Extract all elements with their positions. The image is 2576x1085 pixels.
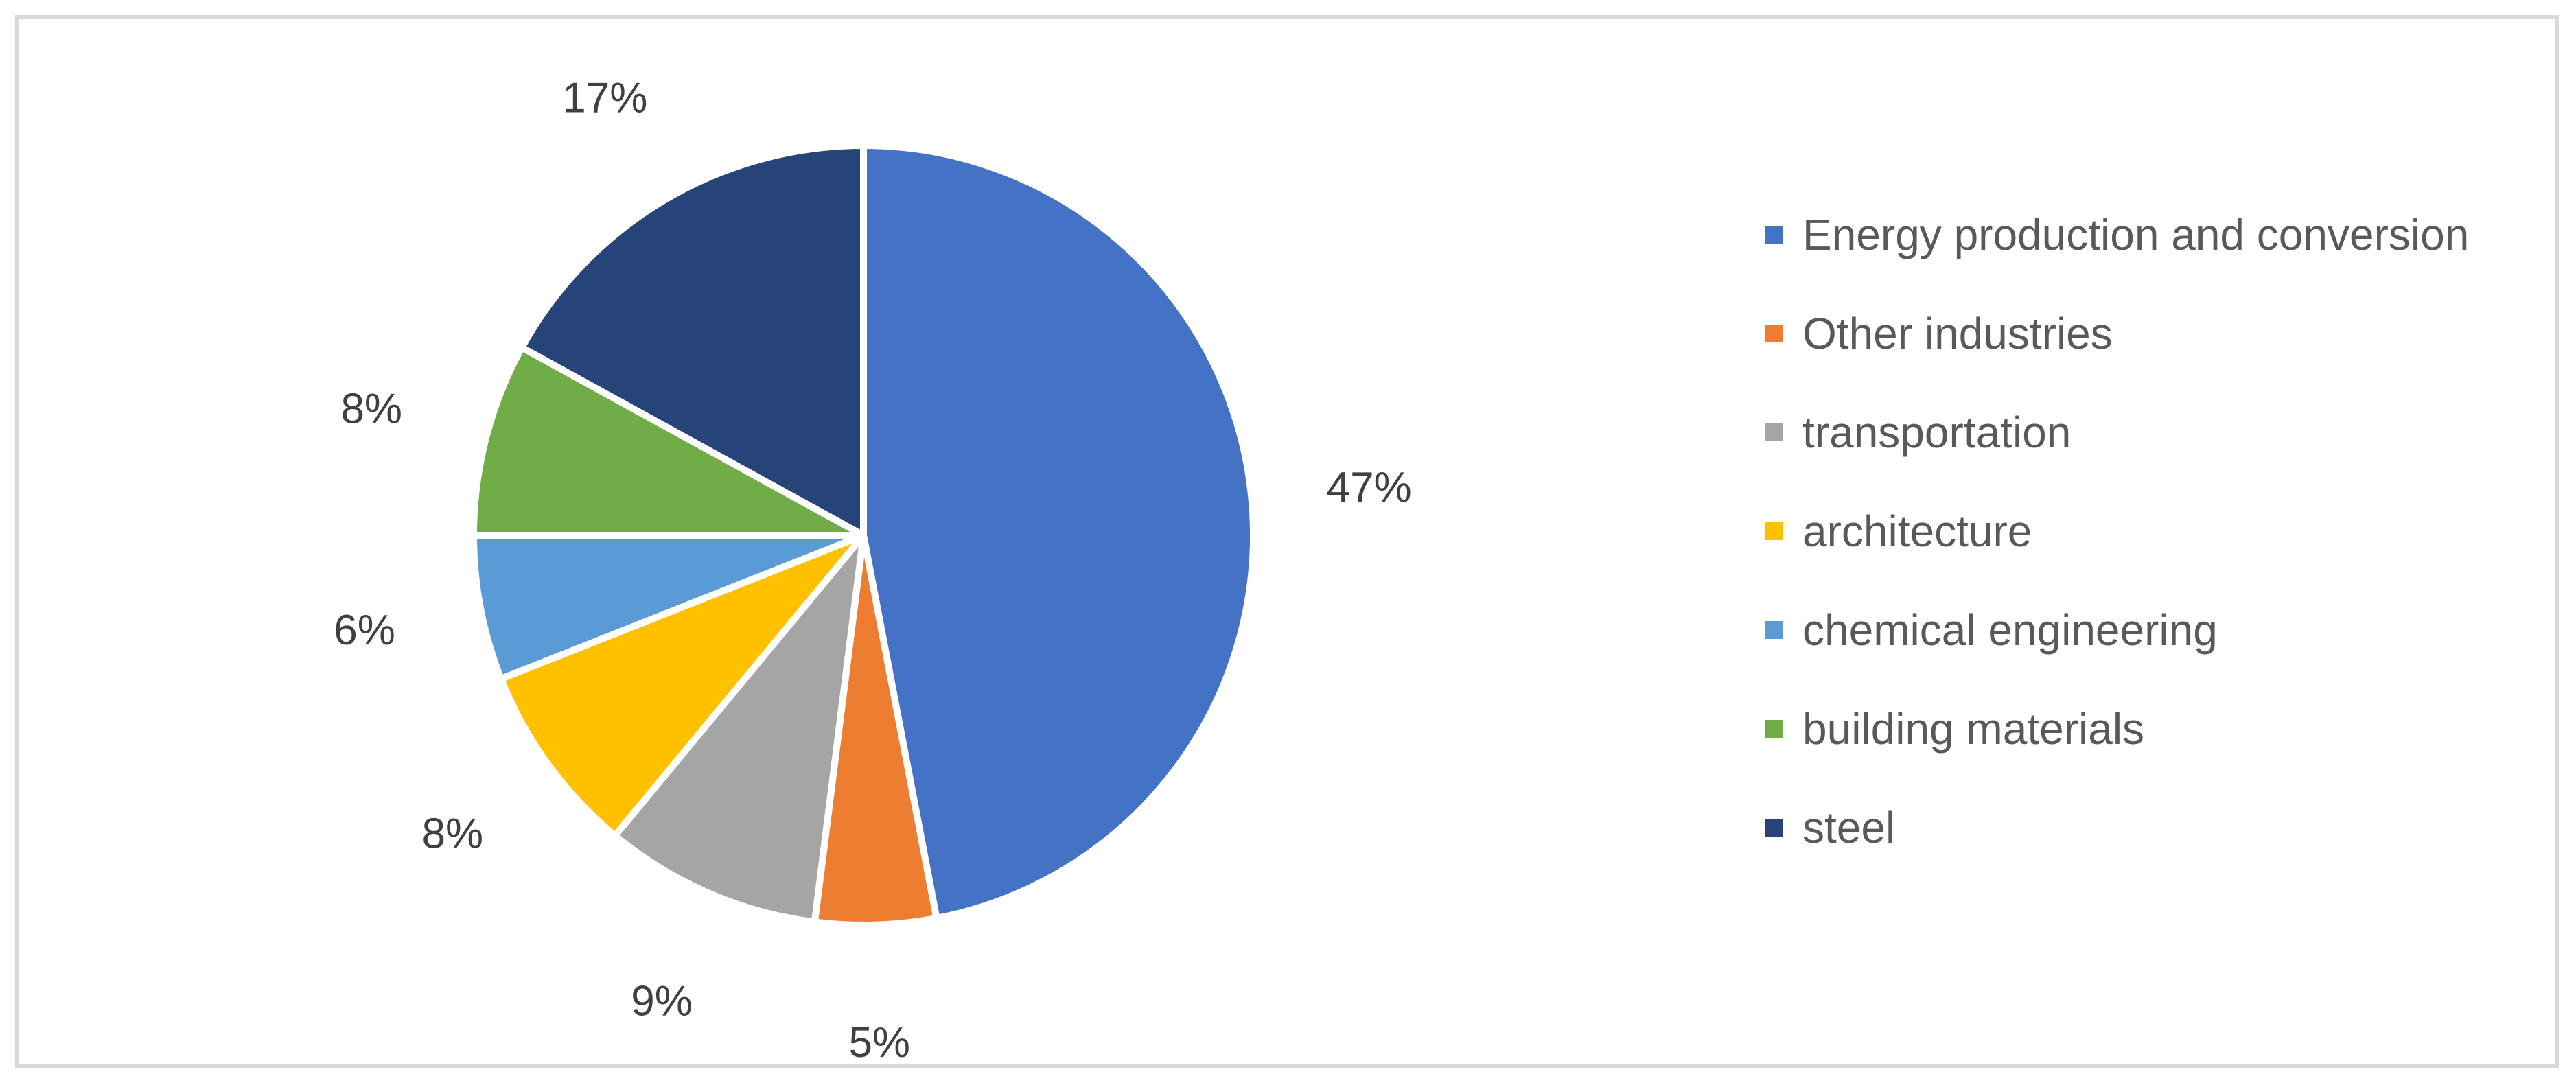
- legend-item: building materials: [1765, 679, 2555, 778]
- legend-item: Other industries: [1765, 284, 2555, 383]
- legend-label: architecture: [1802, 506, 2032, 556]
- legend: Energy production and conversion Other in…: [1765, 185, 2555, 877]
- legend-label: chemical engineering: [1802, 605, 2218, 655]
- pie-slices: [470, 142, 1257, 929]
- pie-data-labels: 47% 5% 9% 8% 6% 8% 17%: [334, 75, 1411, 1067]
- chart-area: [15, 15, 2559, 1068]
- legend-swatch: [1765, 819, 1783, 837]
- legend-swatch: [1765, 325, 1783, 342]
- pie-slice-6: [518, 142, 867, 539]
- data-label-1: 5%: [848, 1019, 910, 1066]
- legend-label: steel: [1802, 803, 1896, 852]
- data-label-0: 47%: [1327, 464, 1412, 511]
- pie-slice-3: [497, 532, 867, 839]
- legend-label: building materials: [1802, 704, 2145, 754]
- legend-item: chemical engineering: [1765, 581, 2555, 679]
- legend-swatch: [1765, 423, 1783, 441]
- legend-item: transportation: [1765, 383, 2555, 482]
- legend-label: transportation: [1802, 408, 2072, 457]
- data-label-2: 9%: [631, 978, 693, 1025]
- data-label-3: 8%: [422, 810, 484, 857]
- legend-swatch: [1765, 226, 1783, 244]
- data-label-6: 17%: [562, 75, 647, 122]
- legend-label: Energy production and conversion: [1802, 210, 2470, 259]
- data-label-4: 6%: [334, 607, 395, 654]
- legend-item: architecture: [1765, 482, 2555, 581]
- legend-label: Other industries: [1802, 309, 2113, 358]
- pie-slice-2: [611, 532, 867, 926]
- legend-swatch: [1765, 621, 1783, 639]
- pie-slice-4: [470, 532, 867, 683]
- legend-swatch: [1765, 522, 1783, 540]
- pie-slice-0: [860, 142, 1257, 922]
- legend-item: Energy production and conversion: [1765, 185, 2555, 284]
- legend-item: steel: [1765, 778, 2555, 877]
- pie-slice-5: [470, 344, 867, 539]
- legend-swatch: [1765, 720, 1783, 738]
- data-label-5: 8%: [340, 385, 402, 432]
